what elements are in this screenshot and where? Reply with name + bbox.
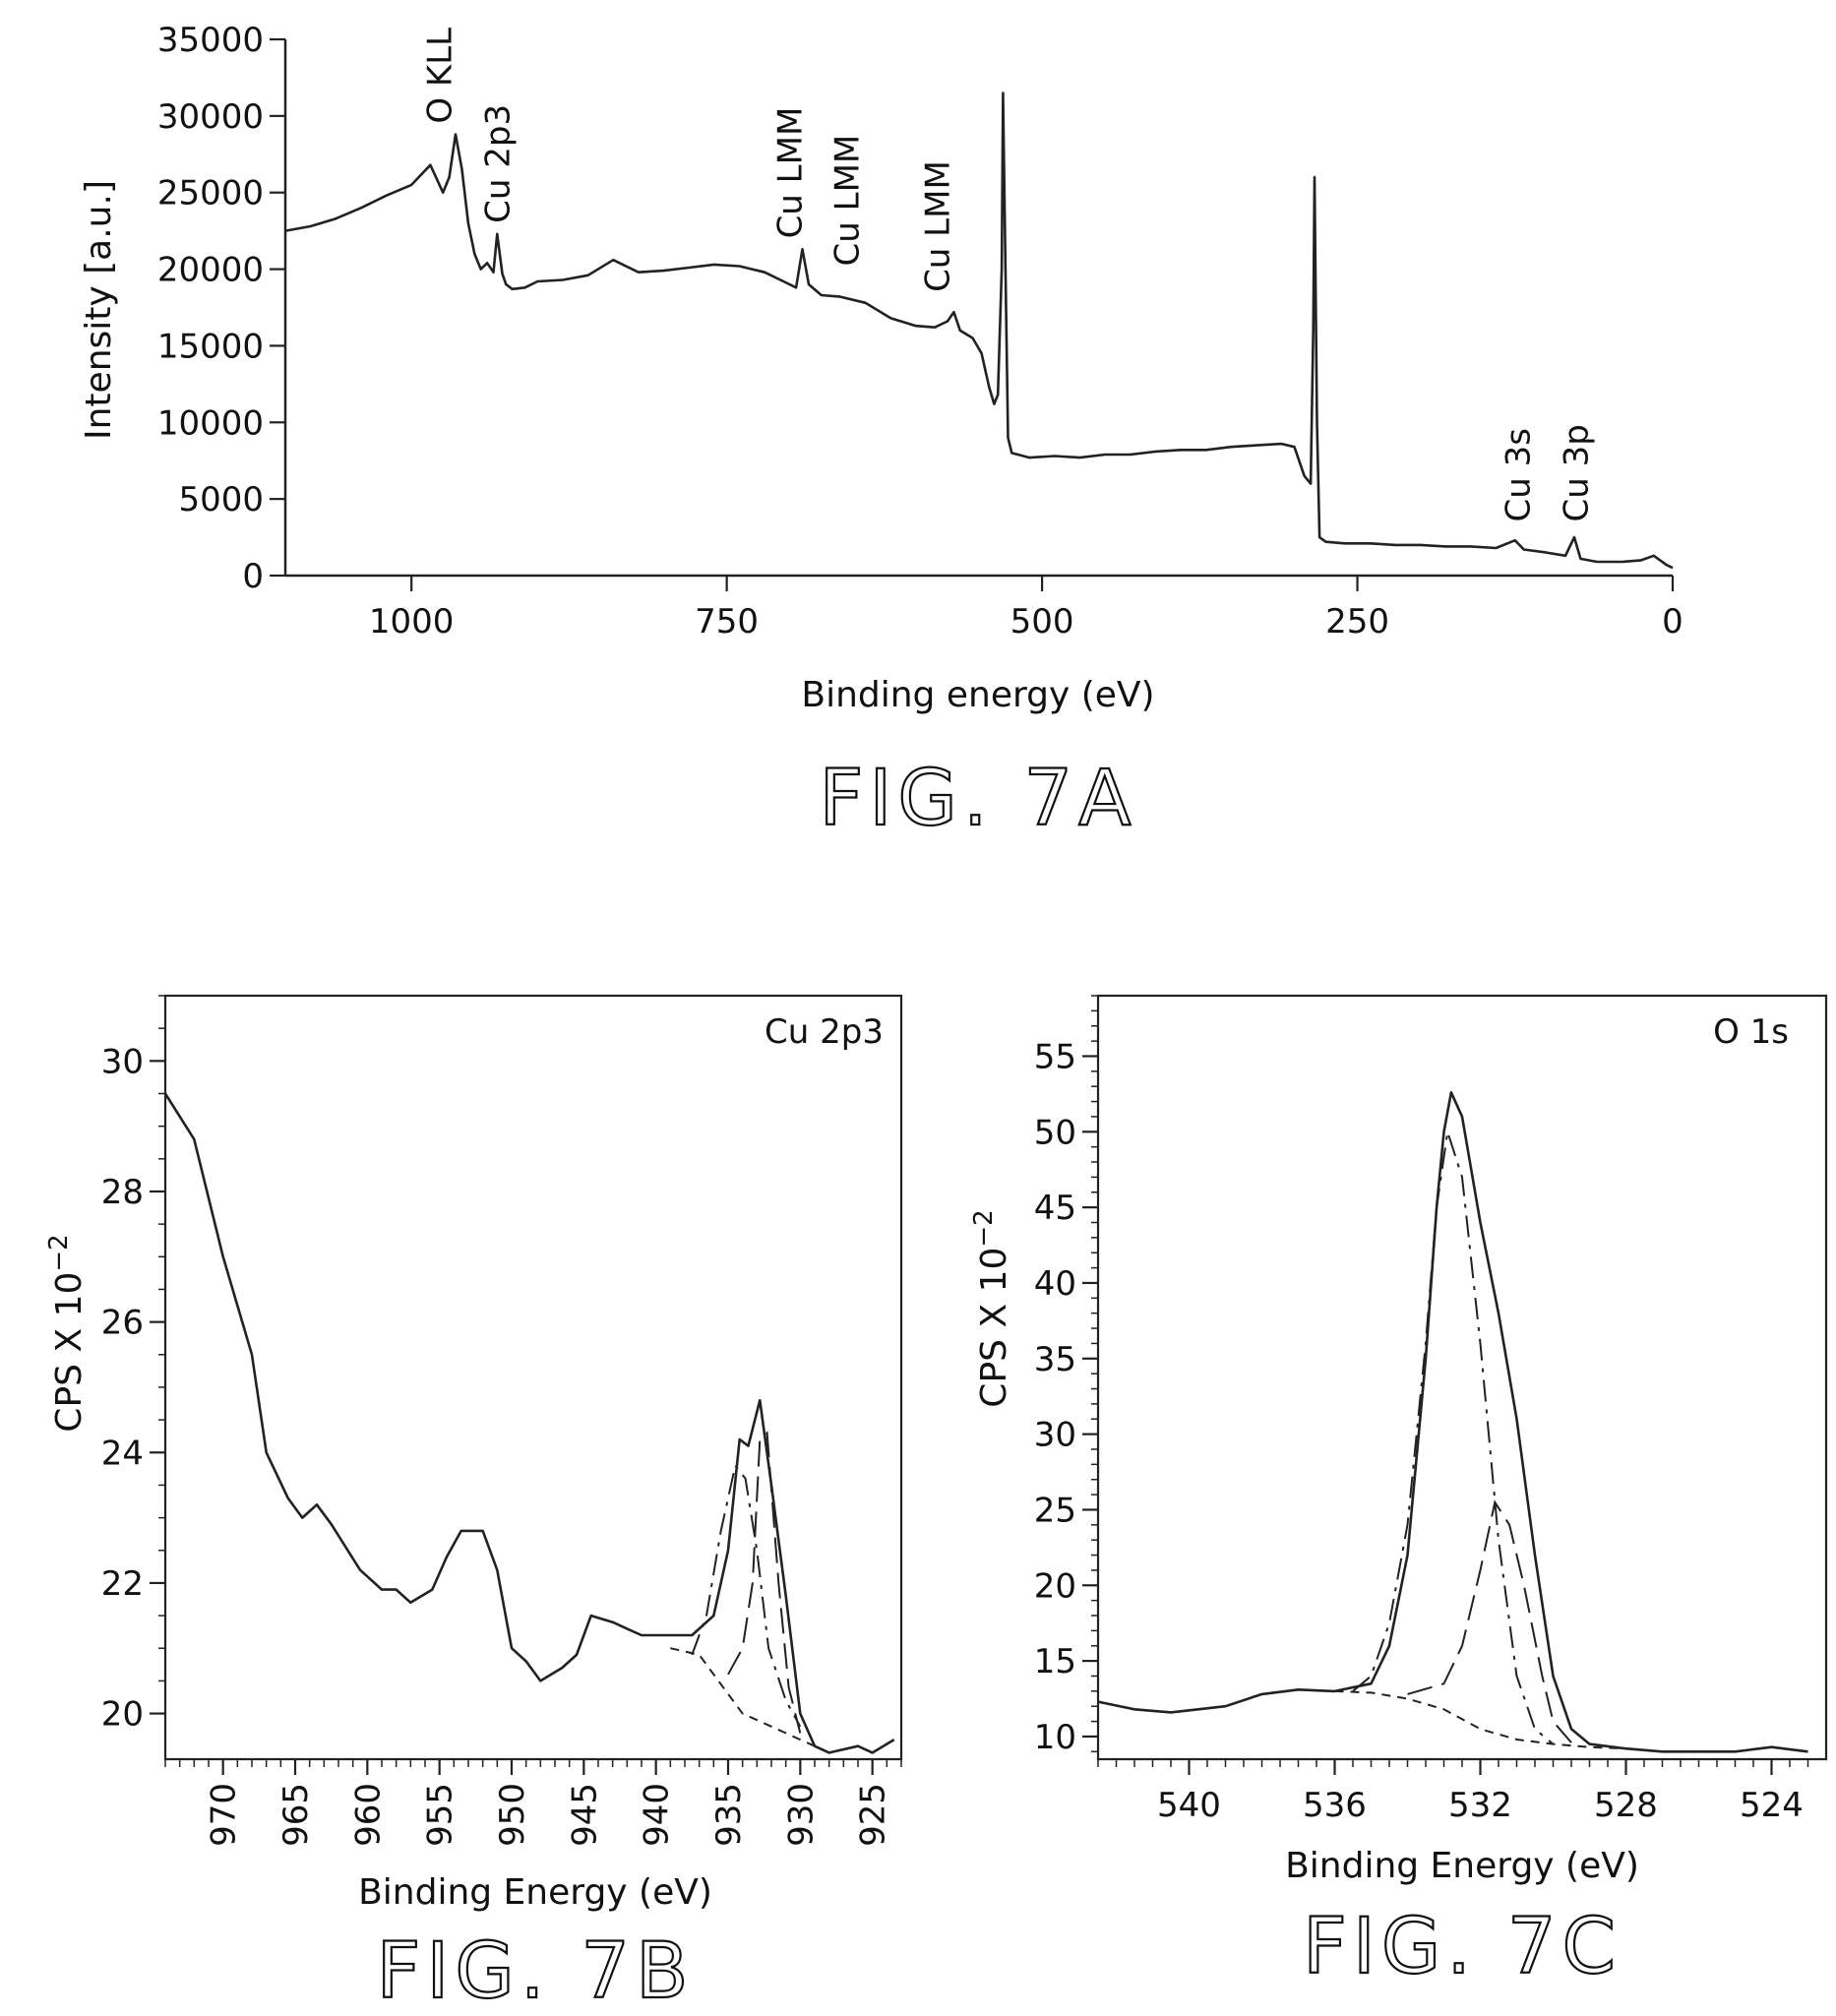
- chart-7c-x-tick-label: 536: [1303, 1786, 1367, 1825]
- chart-7a-y-tick-label: 10000: [157, 403, 264, 443]
- chart-7b-ylabel-exponent: −2: [44, 1234, 74, 1271]
- chart-7b-x-tick-label: 925: [854, 1783, 893, 1847]
- chart-7c-series-component-1: [1352, 1130, 1555, 1745]
- chart-7a-peak-annotation: Cu LMM: [827, 135, 867, 267]
- chart-7c-ylabel: CPS X 10−2: [969, 1209, 1014, 1407]
- chart-7c-x-tick-label: 524: [1740, 1786, 1804, 1825]
- chart-7b-x-tick-label: 960: [348, 1783, 388, 1847]
- chart-7b-series-component-2: [727, 1431, 802, 1734]
- chart-7a: Binding energy (eV) Intensity [a.u.] FIG…: [79, 21, 1683, 844]
- chart-7a-peak-annotation: Cu LMM: [771, 107, 811, 239]
- chart-7a-peak-annotation: Cu 2p3: [478, 104, 518, 223]
- chart-7c-x-tick-label: 528: [1594, 1786, 1658, 1825]
- chart-7c-y-tick-label: 20: [1034, 1566, 1076, 1606]
- chart-7c-y-tick-label: 10: [1034, 1718, 1076, 1757]
- chart-7a-x-tick-label: 750: [695, 602, 759, 641]
- chart-7c-series-background: [1334, 1689, 1626, 1750]
- chart-7c: Binding Energy (eV) CPS X 10−2 O 1s FIG.…: [969, 994, 1828, 1992]
- chart-7b-x-tick-label: 950: [493, 1783, 532, 1847]
- chart-7a-xlabel: Binding energy (eV): [801, 675, 1154, 715]
- chart-7b-y-tick-label: 28: [101, 1173, 144, 1212]
- chart-7c-x-tick-label: 532: [1448, 1786, 1512, 1825]
- chart-7c-ylabel-base: CPS X 10: [974, 1248, 1014, 1408]
- chart-7c-x-tick-label: 540: [1157, 1786, 1221, 1825]
- chart-7c-y-tick-label: 55: [1034, 1037, 1076, 1076]
- chart-7a-peak-annotation: Cu 3s: [1499, 428, 1538, 521]
- chart-7a-peak-annotation: Cu LMM: [919, 160, 958, 292]
- chart-7c-y-tick-label: 30: [1034, 1416, 1076, 1455]
- chart-7b-x-tick-label: 940: [638, 1783, 677, 1847]
- chart-7b-x-tick-label: 945: [565, 1783, 604, 1847]
- chart-7b-plot-frame: [163, 994, 903, 1761]
- chart-7c-series-envelope: [1097, 1091, 1808, 1753]
- chart-7c-xlabel: Binding Energy (eV): [1285, 1846, 1639, 1886]
- chart-7b-y-tick-label: 30: [101, 1042, 144, 1081]
- chart-7b-caption: FIG. 7B: [376, 1927, 694, 2016]
- chart-7a-peak-annotation: Cu 3p: [1557, 424, 1596, 521]
- chart-7a-y-tick-label: 15000: [157, 327, 264, 366]
- chart-7b-series-background: [670, 1647, 816, 1747]
- chart-7a-caption: FIG. 7A: [820, 755, 1137, 843]
- chart-7a-ylabel: Intensity [a.u.]: [79, 180, 119, 440]
- chart-7c-y-tick-label: 45: [1034, 1189, 1076, 1228]
- chart-7b-x-tick-label: 965: [276, 1783, 316, 1847]
- chart-7a-x-tick-label: 1000: [369, 602, 455, 641]
- chart-7c-caption: FIG. 7C: [1303, 1903, 1622, 1991]
- chart-7c-y-tick-label: 40: [1034, 1264, 1076, 1304]
- chart-7c-y-tick-label: 35: [1034, 1340, 1076, 1379]
- chart-7b: Binding Energy (eV) CPS X 10−2 Cu 2p3 FI…: [44, 994, 903, 2016]
- chart-7b-y-tick-label: 24: [101, 1434, 144, 1473]
- chart-7a-peak-annotation: O KLL: [420, 28, 459, 124]
- chart-7a-y-tick-label: 35000: [157, 21, 264, 60]
- chart-7a-y-tick-label: 5000: [178, 480, 264, 519]
- chart-7b-y-tick-label: 22: [101, 1564, 144, 1604]
- chart-7b-ylabel: CPS X 10−2: [44, 1234, 90, 1432]
- chart-7b-ylabel-base: CPS X 10: [49, 1272, 90, 1433]
- chart-7c-y-tick-label: 25: [1034, 1491, 1076, 1530]
- chart-7b-y-tick-label: 20: [101, 1695, 144, 1735]
- chart-7a-x-tick-label: 250: [1325, 602, 1389, 641]
- chart-7b-x-tick-label: 935: [709, 1783, 749, 1847]
- chart-7b-x-tick-label: 955: [421, 1783, 460, 1847]
- chart-7b-series-component-1: [691, 1463, 802, 1728]
- chart-7a-y-tick-label: 25000: [157, 174, 264, 214]
- chart-7a-x-tick-label: 0: [1662, 602, 1683, 641]
- chart-7c-series-component-2: [1407, 1499, 1572, 1743]
- chart-7c-ylabel-exponent: −2: [969, 1209, 999, 1247]
- chart-7b-xlabel: Binding Energy (eV): [358, 1872, 712, 1913]
- chart-7b-x-tick-label: 930: [781, 1783, 821, 1847]
- chart-7c-corner-label: O 1s: [1713, 1012, 1789, 1052]
- chart-7b-series-envelope: [163, 1092, 895, 1754]
- chart-7a-y-tick-label: 30000: [157, 97, 264, 137]
- chart-7c-y-tick-label: 50: [1034, 1113, 1076, 1152]
- chart-7a-y-tick-label: 20000: [157, 251, 264, 290]
- chart-7a-y-tick-label: 0: [242, 557, 264, 596]
- chart-7a-series-trace: [284, 92, 1674, 570]
- chart-7a-x-tick-label: 500: [1010, 602, 1074, 641]
- chart-7b-y-tick-label: 26: [101, 1304, 144, 1343]
- chart-7b-corner-label: Cu 2p3: [765, 1012, 884, 1052]
- chart-7b-x-tick-label: 970: [205, 1783, 244, 1847]
- chart-7c-y-tick-label: 15: [1034, 1642, 1076, 1681]
